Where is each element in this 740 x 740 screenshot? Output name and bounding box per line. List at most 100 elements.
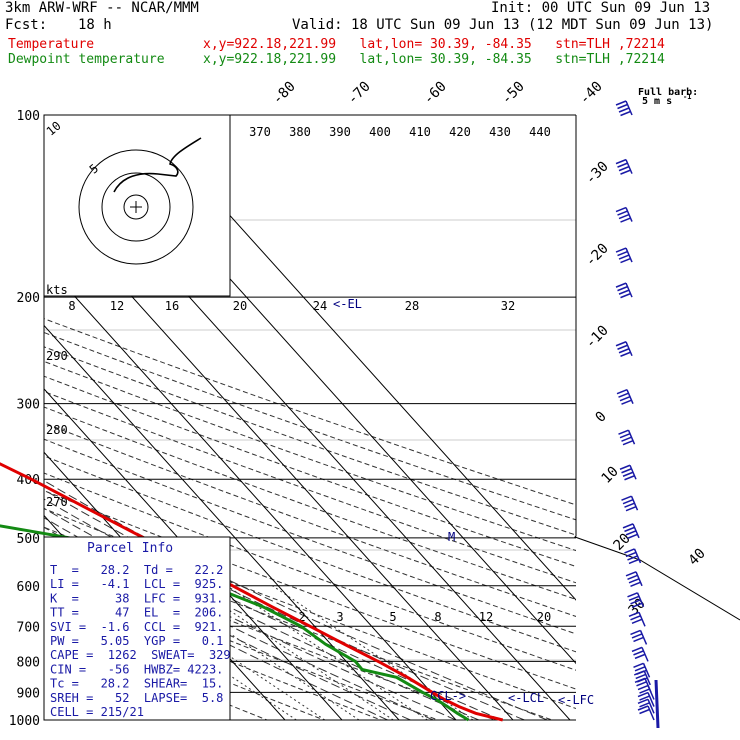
hodograph-ring-outer (78, 149, 194, 265)
wind-barb (624, 548, 642, 565)
parcel-info-row: CELL = 215/21 (50, 705, 144, 719)
parcel-info-row: SVI = -1.6 CCL = 921. (50, 620, 223, 634)
potential-temp-label: 430 (489, 125, 511, 139)
wind-barbs (615, 100, 660, 729)
valid-time: Valid: 18 UTC Sun 09 Jun 13 (12 MDT Sun … (292, 17, 714, 33)
pressure-label: 1000 (9, 714, 40, 729)
lcl-marker: <-LCL (508, 691, 544, 705)
temperature-legend-label: Temperature (8, 37, 95, 52)
wind-barb (619, 464, 637, 481)
pressure-label: 300 (17, 398, 40, 413)
wind-barb (618, 429, 636, 446)
wind-barb (615, 341, 633, 357)
pressure-label: 500 (17, 532, 40, 547)
isotherm-line (0, 102, 12, 733)
barb-key-title: Full barb: (638, 87, 698, 98)
temperature-legend-info: x,y=922.18,221.99 lat,lon= 30.39, -84.35… (203, 37, 665, 52)
wind-barb (615, 282, 633, 299)
mixing-ratio-label: 20 (537, 610, 551, 624)
isotherm-line (44, 261, 457, 720)
mixing-ratio-label: 12 (479, 610, 493, 624)
parcel-info-row: PW = 5.05 YGP = 0.1 (50, 634, 223, 648)
dewpoint-legend-info: x,y=922.18,221.99 lat,lon= 30.39, -84.35… (203, 52, 665, 67)
parcel-info-box: Parcel Info T = 28.2 Td = 22.2LI = -4.1 … (43, 536, 231, 721)
hodograph: 10 5 kts (43, 114, 231, 297)
wind-barb (615, 247, 633, 264)
mixing-ratio-label: 12 (110, 299, 124, 313)
wind-barb (637, 691, 655, 707)
barb-key-value: 5 m s (642, 96, 672, 107)
isotherm-label: -20 (583, 241, 612, 270)
model-title: 3km ARW-WRF -- NCAR/MMM (5, 0, 199, 16)
wind-barb (637, 698, 655, 714)
mixing-ratio-label: 32 (501, 299, 515, 313)
mixing-ratio-label: 20 (233, 299, 247, 313)
lfc-marker: <-LFC (558, 693, 594, 707)
isotherm-label: 10 (599, 464, 622, 487)
parcel-info-title: Parcel Info (87, 541, 173, 556)
wind-barb (625, 571, 643, 587)
m-marker: M (448, 530, 455, 544)
wind-barb (628, 611, 646, 627)
wind-barb (627, 592, 645, 609)
pressure-label: 600 (17, 580, 40, 595)
ccl-marker: CCL-> (430, 689, 466, 703)
isotherm-label: 40 (686, 546, 709, 569)
isotherm-label: -70 (345, 79, 374, 108)
theta-left-label: 290 (46, 349, 68, 363)
dry-adiabat (44, 422, 576, 617)
parcel-info-row: K = 38 LFC = 931. (50, 591, 223, 605)
hodograph-ring-middle (101, 172, 171, 242)
dewpoint-profile-line (0, 524, 470, 722)
wind-barb (633, 662, 651, 678)
mixing-ratio-label: 16 (165, 299, 179, 313)
mixing-ratio-label: 2 (298, 610, 305, 624)
mixing-ratio-label: 8 (68, 299, 75, 313)
parcel-info-frame (43, 536, 231, 721)
mixing-ratio-line (226, 585, 428, 720)
wind-barb (616, 388, 634, 405)
dry-adiabat (44, 565, 440, 720)
isotherm-label: -40 (577, 79, 606, 108)
mixing-ratio-label: 24 (313, 299, 327, 313)
parcel-info-row: CAPE = 1262 SWEAT= 329 (50, 648, 231, 662)
parcel-info-row: SREH = 52 LAPSE= 5.8 (50, 691, 223, 705)
wind-barb (621, 495, 639, 512)
parcel-info-row: Tc = 28.2 SHEAR= 15. (50, 677, 223, 691)
potential-temp-label: 380 (289, 125, 311, 139)
surface-barb-cluster (654, 679, 660, 729)
potential-temp-label: 390 (329, 125, 351, 139)
potential-temp-label: 420 (449, 125, 471, 139)
right-edge (574, 115, 740, 621)
isotherm-label: -80 (270, 79, 299, 108)
dry-adiabat (44, 346, 576, 536)
dewpoint-legend-label: Dewpoint temperature (8, 52, 165, 67)
isotherm-line (44, 388, 343, 720)
wind-barb (637, 705, 655, 721)
isotherm-label: -10 (583, 323, 612, 352)
isotherm-label: 0 (593, 409, 610, 426)
potential-temp-label: 440 (529, 125, 551, 139)
potential-temp-label: 400 (369, 125, 391, 139)
wind-barb (615, 206, 633, 223)
init-time: Init: 00 UTC Sun 09 Jun 13 (491, 0, 711, 16)
dry-adiabat (44, 318, 576, 506)
wind-barb (615, 100, 633, 117)
dry-adiabat (44, 390, 576, 584)
mixing-ratio-label: 28 (405, 299, 419, 313)
wind-barb (622, 523, 640, 540)
isotherm-label: -30 (583, 159, 612, 188)
el-marker: <-EL (333, 297, 362, 311)
isotherm-label: -60 (421, 79, 450, 108)
forecast-hour: 18 h (78, 17, 112, 33)
parcel-info-row: T = 28.2 Td = 22.2 (50, 563, 223, 577)
hodograph-frame (43, 114, 231, 297)
dry-adiabat (44, 585, 383, 720)
isotherm-line (44, 324, 400, 720)
pressure-label: 800 (17, 655, 40, 670)
dry-adiabat (44, 455, 576, 653)
dry-adiabat (44, 331, 576, 521)
wind-barb (631, 646, 649, 662)
hodograph-ring-inner (123, 194, 149, 220)
pressure-label: 700 (17, 620, 40, 635)
